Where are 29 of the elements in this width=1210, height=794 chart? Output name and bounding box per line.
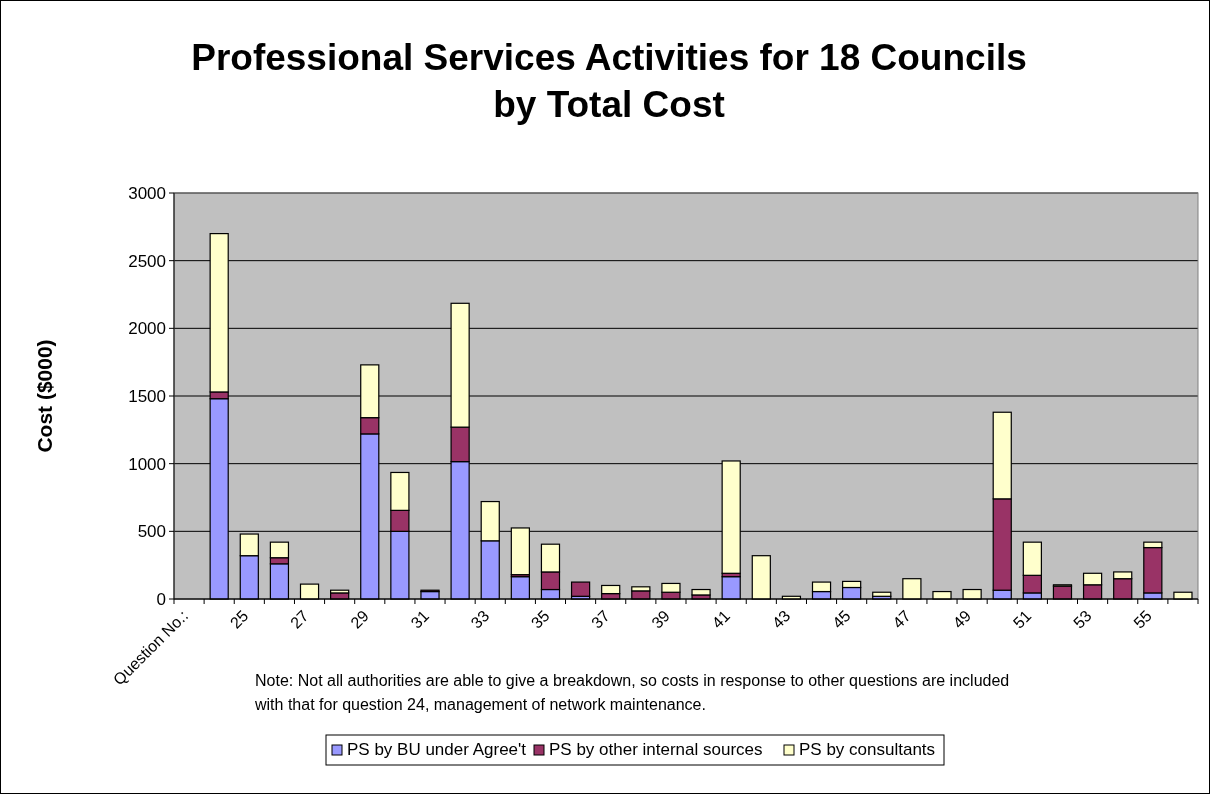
x-tick-label: 43 [768,606,794,632]
x-tick-label: 53 [1070,606,1095,632]
y-tick-label: 500 [137,522,166,542]
x-tick-label: 51 [1009,606,1035,632]
x-tick-label: 47 [889,606,915,632]
y-tick-label: 2000 [128,319,166,339]
x-tick-label: 27 [287,606,312,632]
x-tick-label: 45 [829,606,854,632]
x-tick-label: 33 [467,606,493,632]
y-tick-label: 0 [156,589,166,609]
y-axis-title: Cost ($000) [33,339,56,453]
legend-label: PS by other internal sources [549,740,763,759]
legend-label: PS by BU under Agree't [347,740,527,759]
x-tick-label: 25 [226,606,252,632]
x-tick-label: 35 [527,606,553,632]
y-tick-label: 1000 [128,454,166,474]
chart-title: Professional Services Activities for 18 Councils by Total Cost [191,37,1027,125]
x-tick-label: 49 [949,606,975,632]
x-tick-label: 29 [347,606,372,632]
y-tick-label: 1500 [128,386,166,406]
x-tick-label: 41 [708,606,734,632]
text: Note: Not all authorities are able to give a breakdown, so costs in response to other questions are included with that for question 24, management of network maintenance. [254,672,1010,713]
x-tick-label: 37 [588,606,613,632]
y-tick-label: 2500 [128,251,166,271]
y-tick-label: 3000 [128,183,166,203]
x-tick-label: 31 [407,606,433,632]
x-tick-label: 55 [1130,606,1155,632]
legend-label: PS by consultants [799,740,936,759]
x-tick-label: 39 [648,606,674,632]
